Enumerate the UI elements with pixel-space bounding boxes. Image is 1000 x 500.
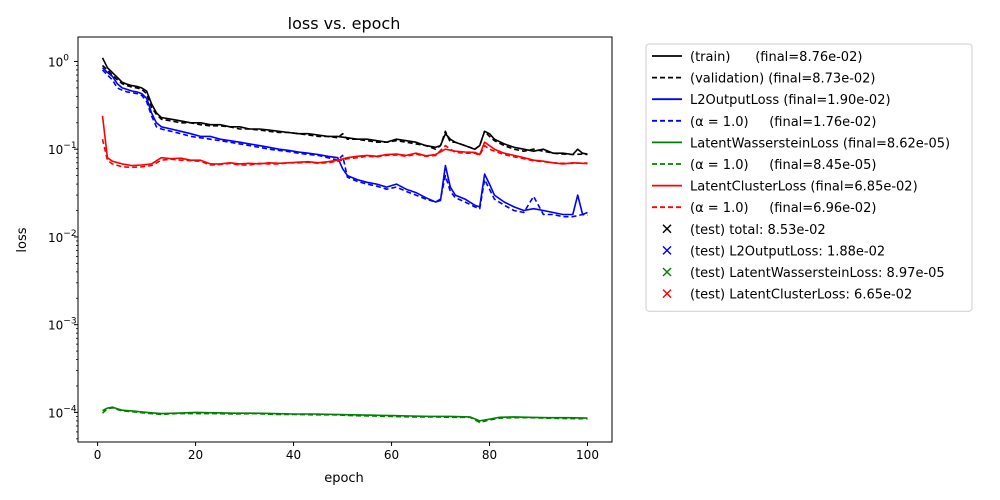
series-line-7 — [101, 139, 588, 169]
series-line-6 — [101, 115, 588, 167]
x-tick-label: 60 — [384, 448, 399, 462]
legend-x-marker-2 — [662, 267, 672, 277]
x-tick-label: 20 — [188, 448, 203, 462]
legend-test-entry-0: (test) total: 8.53e-02 — [690, 223, 826, 238]
x-axis: 0 20 40 60 80 100 — [94, 442, 599, 462]
x-tick-label: 80 — [482, 448, 497, 462]
legend-x-marker-3 — [662, 289, 672, 299]
y-tick-label: 10−2 — [48, 229, 77, 245]
chart-title: loss vs. epoch — [288, 14, 401, 33]
series-line-5 — [101, 407, 588, 424]
x-axis-label: epoch — [324, 471, 364, 486]
legend-test-entry-3: (test) LatentClusterLoss: 6.65e-02 — [690, 288, 912, 303]
legend-box — [645, 43, 973, 312]
y-axis-label: loss — [15, 227, 30, 252]
y-tick-label: 10−3 — [48, 317, 77, 333]
x-marker-stroke — [662, 245, 672, 255]
legend-entry-0: (train) (final=8.76e-02) — [690, 50, 862, 65]
plot-area — [101, 57, 588, 424]
legend-test-entry-1: (test) L2OutputLoss: 1.88e-02 — [690, 244, 885, 259]
legend-entry-1: (validation) (final=8.73e-02) — [690, 72, 876, 87]
legend-entry-3: (α = 1.0) (final=1.76e-02) — [690, 115, 876, 130]
legend-test-entry-2: (test) LatentWassersteinLoss: 8.97e-05 — [690, 266, 945, 281]
y-axis: 10−4 10−3 10−2 10−1 100 — [48, 53, 78, 440]
legend-x-marker-0 — [662, 224, 672, 234]
legend-entry-4: LatentWassersteinLoss (final=8.62e-05) — [690, 136, 950, 151]
y-tick-label: 100 — [48, 53, 69, 69]
legend-x-marker-1 — [662, 245, 672, 255]
x-tick-label: 40 — [286, 448, 301, 462]
legend-entry-7: (α = 1.0) (final=6.96e-02) — [690, 201, 876, 216]
x-marker-stroke — [662, 267, 672, 277]
x-marker-stroke — [662, 224, 672, 234]
legend-entry-2: L2OutputLoss (final=1.90e-02) — [690, 93, 891, 108]
series-line-2 — [101, 67, 588, 216]
legend: (train) (final=8.76e-02) (validation) (fi… — [645, 43, 973, 312]
x-marker-stroke — [662, 289, 672, 299]
series-line-0 — [101, 57, 588, 156]
legend-entry-6: LatentClusterLoss (final=6.85e-02) — [690, 180, 918, 195]
series-line-3 — [101, 69, 588, 218]
x-tick-label: 100 — [576, 448, 599, 462]
legend-entry-5: (α = 1.0) (final=8.45e-05) — [690, 158, 876, 173]
series-line-1 — [101, 64, 588, 156]
y-tick-label: 10−4 — [48, 404, 77, 420]
x-tick-label: 0 — [94, 448, 102, 462]
plot-frame — [77, 36, 613, 443]
y-tick-label: 10−1 — [48, 141, 77, 157]
